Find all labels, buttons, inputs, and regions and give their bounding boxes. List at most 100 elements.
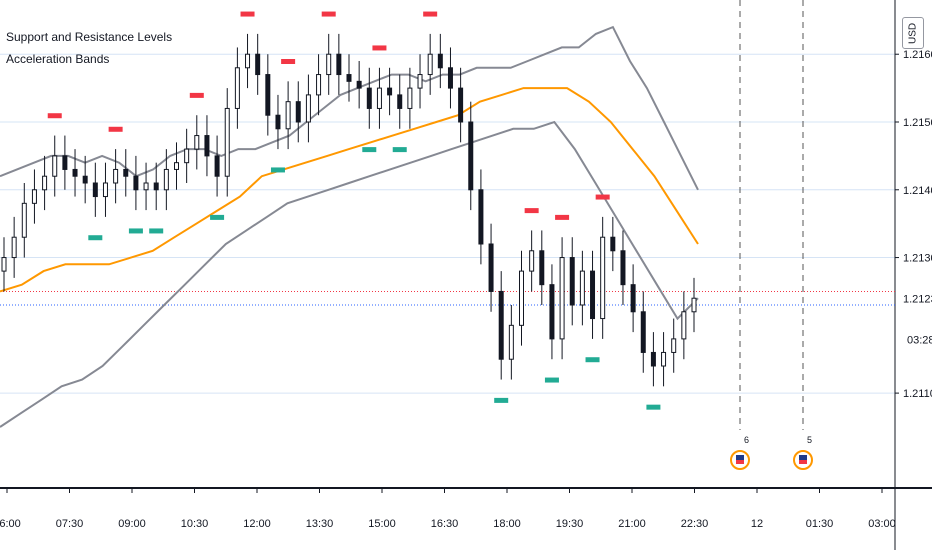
support-marker (210, 214, 225, 220)
candle-body[interactable] (245, 53, 251, 69)
candle-body[interactable] (630, 284, 636, 313)
indicator-legend: Support and Resistance Levels Accelerati… (6, 26, 172, 70)
resistance-marker (524, 208, 539, 214)
candle-body[interactable] (174, 162, 179, 170)
candle-body[interactable] (376, 87, 382, 109)
candle-body[interactable] (82, 175, 88, 184)
resistance-marker (47, 113, 62, 119)
candle-body[interactable] (529, 250, 535, 272)
candle-body[interactable] (356, 80, 362, 89)
x-tick-label: 06:00 (0, 518, 21, 530)
candle-body[interactable] (42, 175, 48, 191)
candle-body[interactable] (1, 257, 7, 272)
resistance-marker (189, 92, 204, 98)
candle-body[interactable] (21, 202, 27, 238)
candle-body[interactable] (305, 94, 311, 123)
candle-body[interactable] (62, 155, 68, 170)
candle-body[interactable] (224, 107, 230, 177)
candle-body[interactable] (285, 101, 291, 130)
support-marker (585, 357, 600, 363)
candle-body[interactable] (92, 182, 98, 198)
resistance-marker (240, 11, 255, 17)
candle-body[interactable] (650, 351, 656, 367)
candle-body[interactable] (539, 250, 545, 286)
candle-body[interactable] (681, 311, 687, 340)
candle-body[interactable] (387, 87, 393, 96)
candle-body[interactable] (397, 94, 403, 109)
candle-body[interactable] (326, 53, 332, 76)
candle-body[interactable] (31, 189, 37, 204)
candle-body[interactable] (407, 87, 413, 109)
candle-body[interactable] (437, 53, 443, 69)
currency-button[interactable]: USD (902, 17, 924, 49)
candle-body[interactable] (123, 168, 129, 177)
x-tick-label: 01:30 (806, 518, 834, 530)
candle-body[interactable] (102, 182, 108, 198)
candle-body[interactable] (427, 53, 433, 76)
legend-acceleration-bands[interactable]: Acceleration Bands (6, 52, 110, 66)
candle-body[interactable] (590, 270, 596, 320)
x-tick-label: 10:30 (181, 518, 209, 530)
candle-body[interactable] (265, 74, 271, 116)
candle-body[interactable] (691, 297, 697, 313)
candle-body[interactable] (204, 135, 210, 157)
candle-body[interactable] (640, 311, 646, 353)
candle-body[interactable] (234, 67, 240, 109)
candle-body[interactable] (133, 175, 139, 191)
candle-body[interactable] (579, 270, 585, 306)
resistance-marker (321, 11, 336, 17)
candle-body[interactable] (336, 53, 342, 76)
resistance-marker (281, 59, 296, 64)
candle-body[interactable] (275, 114, 281, 130)
candle-body[interactable] (569, 257, 575, 306)
candle-body[interactable] (72, 168, 78, 177)
candle-body[interactable] (143, 182, 149, 191)
candle-body[interactable] (346, 74, 352, 82)
candle-body[interactable] (488, 243, 494, 292)
candle-body[interactable] (549, 284, 555, 340)
candle-body[interactable] (610, 236, 616, 252)
event-count: 6 (744, 435, 749, 445)
candle-body[interactable] (671, 338, 677, 353)
candle-body[interactable] (316, 74, 322, 96)
legend-support-resistance[interactable]: Support and Resistance Levels (6, 30, 173, 44)
candle-body[interactable] (519, 270, 524, 326)
candle-body[interactable] (153, 182, 159, 191)
resistance-marker (423, 11, 438, 17)
candle-body[interactable] (458, 87, 464, 123)
candle-body[interactable] (366, 87, 372, 109)
candle-body[interactable] (478, 189, 484, 245)
y-tick-label: 1.21100 (903, 388, 932, 400)
candle-body[interactable] (214, 155, 220, 177)
support-marker (270, 167, 285, 173)
candle-body[interactable] (52, 155, 58, 177)
countdown-label: 03:28 (907, 334, 932, 346)
candle-body[interactable] (661, 351, 667, 367)
candle-body[interactable] (255, 53, 261, 76)
candle-body[interactable] (184, 148, 190, 164)
x-tick-label: 16:30 (431, 518, 459, 530)
candle-body[interactable] (498, 290, 504, 360)
candle-body[interactable] (11, 236, 17, 259)
candle-body[interactable] (468, 121, 474, 191)
candle-body[interactable] (447, 67, 453, 89)
resistance-marker (372, 45, 387, 51)
y-tick-label: 1.21500 (903, 117, 932, 129)
x-tick-label: 19:30 (556, 518, 584, 530)
y-tick-label: 1.21600 (903, 49, 932, 61)
x-tick-label: 03:00 (868, 518, 896, 530)
candle-body[interactable] (163, 168, 169, 191)
x-tick-label: 21:00 (618, 518, 646, 530)
candle-body[interactable] (417, 74, 423, 89)
candle-body[interactable] (194, 135, 200, 150)
candle-body[interactable] (620, 250, 626, 286)
event-count: 5 (807, 435, 812, 445)
candle-body[interactable] (600, 236, 606, 320)
candle-body[interactable] (559, 257, 565, 340)
candle-body[interactable] (113, 168, 119, 184)
candle-body[interactable] (508, 324, 514, 360)
candle-body[interactable] (295, 101, 301, 123)
event-flag-icon (736, 455, 744, 460)
